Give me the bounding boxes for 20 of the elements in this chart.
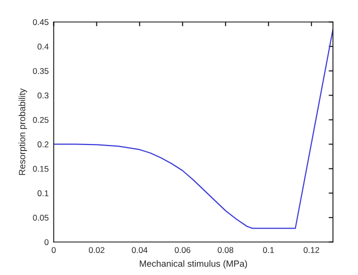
y-tick-label: 0.35 <box>32 68 48 74</box>
y-axis-title: Resorption probability <box>18 88 28 175</box>
y-tick-label: 0.25 <box>32 116 48 123</box>
x-tick-label: 0.02 <box>88 247 104 253</box>
y-tick-label: 0.4 <box>38 44 49 50</box>
y-tick-label: 0.45 <box>32 19 48 26</box>
y-tick-label: 0.1 <box>38 190 48 196</box>
y-tick-label: 0 <box>44 239 49 246</box>
x-tick-label: 0.06 <box>174 247 190 253</box>
y-tick-label: 0.3 <box>38 92 48 98</box>
x-tick-label: 0.1 <box>263 247 274 253</box>
y-tick-label: 0.2 <box>38 141 48 148</box>
y-tick-label: 0.05 <box>32 214 48 221</box>
line-series <box>54 28 333 229</box>
y-tick-label: 0.15 <box>32 166 48 172</box>
x-tick-label: 0.04 <box>132 247 148 253</box>
x-tick-label: 0.08 <box>218 247 234 253</box>
x-tick-label: 0 <box>52 247 56 253</box>
x-tick-label: 0.12 <box>304 247 320 253</box>
x-axis-title: Mechanical stimulus (MPa) <box>140 260 247 269</box>
